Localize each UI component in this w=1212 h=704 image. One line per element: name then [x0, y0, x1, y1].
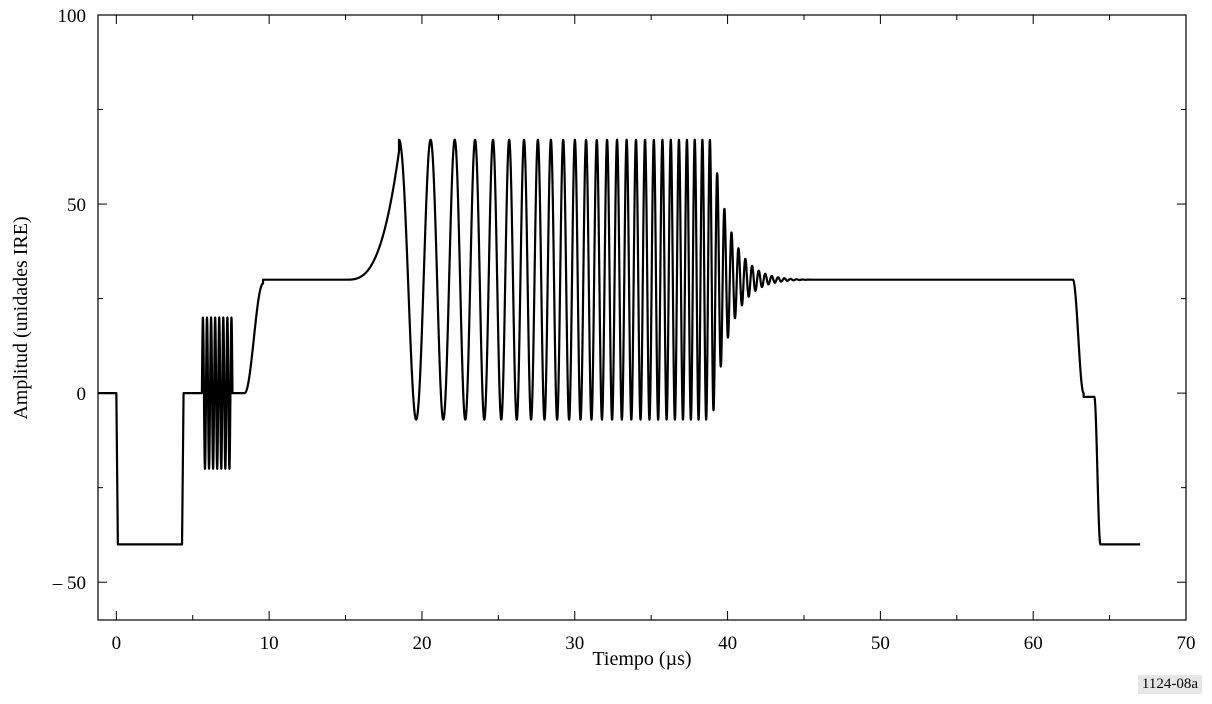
y-axis-title: Amplitud (unidades IRE)	[10, 216, 32, 419]
x-tick-label: 50	[871, 633, 890, 654]
x-axis-title: Tiempo (µs)	[592, 648, 691, 670]
x-tick-label: 10	[260, 633, 279, 654]
y-tick-label: – 50	[52, 573, 86, 594]
x-tick-label: 40	[718, 633, 737, 654]
x-tick-label: 70	[1177, 633, 1196, 654]
x-tick-label: 20	[412, 633, 431, 654]
signal-line	[98, 138, 1141, 546]
x-tick-label: 60	[1024, 633, 1043, 654]
y-tick-label: 50	[67, 195, 86, 216]
figure-id-label: 1124-08a	[1137, 675, 1202, 694]
y-tick-label: 100	[58, 6, 87, 27]
x-tick-label: 0	[112, 633, 122, 654]
x-tick-label: 30	[565, 633, 584, 654]
plot-frame	[97, 14, 1187, 621]
y-tick-label: 0	[77, 384, 87, 405]
axis-ticks	[98, 14, 1187, 620]
tick-labels: 0 10 20 30 40 50 60 70 – 50 0 50 100	[52, 6, 1196, 654]
